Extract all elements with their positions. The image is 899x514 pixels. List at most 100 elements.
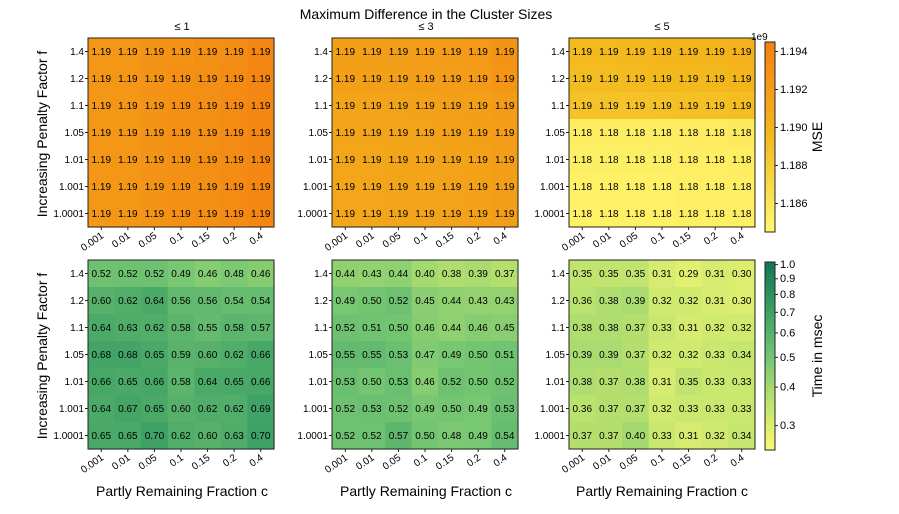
heatmap-cell <box>569 422 597 450</box>
heatmap-cell <box>648 173 676 201</box>
heatmap-cell <box>332 395 360 423</box>
heatmap-cell <box>728 65 756 93</box>
cell-label: 1.19 <box>599 47 619 58</box>
heatmap-cell <box>438 314 466 342</box>
colorbar-segment <box>765 324 775 329</box>
colorbar-segment <box>765 296 775 301</box>
heatmap-cell <box>88 173 116 201</box>
colorbar-segment <box>765 399 775 404</box>
colorbar-label: Time in msec <box>809 315 825 398</box>
heatmap-cell <box>569 341 597 369</box>
heatmap-cell <box>491 38 519 66</box>
heatmap-cell <box>491 368 519 396</box>
cell-label: 0.62 <box>145 323 165 334</box>
colorbar-label: MSE <box>809 122 825 152</box>
colorbar-segment <box>765 187 775 192</box>
cell-label: 1.18 <box>573 128 593 139</box>
heatmap-cell <box>385 287 413 315</box>
cell-label: 0.45 <box>495 323 515 334</box>
heatmap-cell <box>167 146 195 174</box>
colorbar-segment <box>765 415 775 420</box>
cell-label: 0.31 <box>705 269 725 280</box>
heatmap-cell <box>675 173 703 201</box>
heatmap-cell <box>569 287 597 315</box>
heatmap-cell <box>569 395 597 423</box>
cell-label: 1.18 <box>679 209 699 220</box>
y-tick-label: 1.05 <box>309 350 329 361</box>
cell-label: 1.19 <box>145 182 165 193</box>
heatmap-cell <box>464 146 493 174</box>
panel-title-2: ≤ 3 <box>418 21 433 33</box>
cell-label: 1.19 <box>92 128 112 139</box>
cell-label: 1.19 <box>198 155 218 166</box>
cell-label: 0.53 <box>389 377 409 388</box>
colorbar-segment <box>765 190 775 195</box>
heatmap-cell <box>595 200 623 228</box>
heatmap-cell <box>332 146 360 174</box>
heatmap-cell <box>411 38 439 66</box>
heatmap-cell <box>194 368 222 396</box>
heatmap-cell <box>114 173 142 201</box>
heatmap-cell <box>569 368 597 396</box>
cell-label: 1.19 <box>442 209 462 220</box>
y-tick-label: 1.001 <box>303 182 328 193</box>
cell-label: 1.19 <box>362 128 382 139</box>
cell-label: 0.49 <box>468 431 488 442</box>
heatmap-cell <box>167 38 195 66</box>
heatmap-cell <box>438 368 466 396</box>
heatmap-cell <box>438 119 466 147</box>
colorbar-segment <box>765 290 775 294</box>
heatmap-cell <box>728 395 756 423</box>
heatmap-cell <box>701 92 730 120</box>
colorbar-segment <box>765 197 775 201</box>
heatmap-cell <box>648 422 676 450</box>
cell-label: 0.62 <box>224 350 244 361</box>
x-tick-label: 0.01 <box>110 452 133 472</box>
colorbar-segment <box>765 143 775 147</box>
cell-label: 0.58 <box>171 377 191 388</box>
cell-label: 0.50 <box>442 404 462 415</box>
heatmap-cell <box>464 173 493 201</box>
heatmap-cell <box>648 287 676 315</box>
heatmap-cell <box>358 200 386 228</box>
cell-label: 1.19 <box>626 101 646 112</box>
heatmap-cell <box>675 65 703 93</box>
heatmap-cell <box>141 260 169 288</box>
heatmap-cell <box>675 314 703 342</box>
heatmap-cell <box>385 314 413 342</box>
colorbar-segment <box>765 203 775 208</box>
heatmap-cell <box>701 146 730 174</box>
colorbar-segment <box>765 352 775 357</box>
cell-label: 1.19 <box>336 155 356 166</box>
cell-label: 0.54 <box>495 431 515 442</box>
heatmap-cell <box>438 200 466 228</box>
colorbar-segment <box>765 118 775 122</box>
cell-label: 0.64 <box>145 296 165 307</box>
heatmap-cell <box>701 395 730 423</box>
cell-label: 0.37 <box>599 404 619 415</box>
cell-label: 0.66 <box>145 377 165 388</box>
heatmap-cell <box>167 65 195 93</box>
cell-label: 1.19 <box>442 128 462 139</box>
cell-label: 0.31 <box>652 269 672 280</box>
cell-label: 1.18 <box>679 128 699 139</box>
x-tick-label: 0.4 <box>729 452 747 469</box>
x-tick-label: 0.05 <box>137 230 160 250</box>
cell-label: 1.19 <box>468 101 488 112</box>
heatmap-cell <box>167 395 195 423</box>
colorbar-segment <box>765 111 775 116</box>
heatmap-cell <box>88 287 116 315</box>
heatmap-cell <box>332 92 360 120</box>
heatmap-cell <box>701 341 730 369</box>
colorbar-segment <box>765 431 775 435</box>
cell-label: 0.38 <box>599 323 619 334</box>
heatmap-cell <box>332 422 360 450</box>
cell-label: 0.54 <box>224 296 244 307</box>
x-tick-label: 0.2 <box>702 452 720 469</box>
y-tick-label: 1.2 <box>314 74 328 85</box>
colorbar-segment <box>765 283 775 288</box>
colorbar-segment <box>765 293 775 297</box>
y-tick-label: 1.05 <box>546 350 566 361</box>
heatmap-cell <box>701 368 730 396</box>
